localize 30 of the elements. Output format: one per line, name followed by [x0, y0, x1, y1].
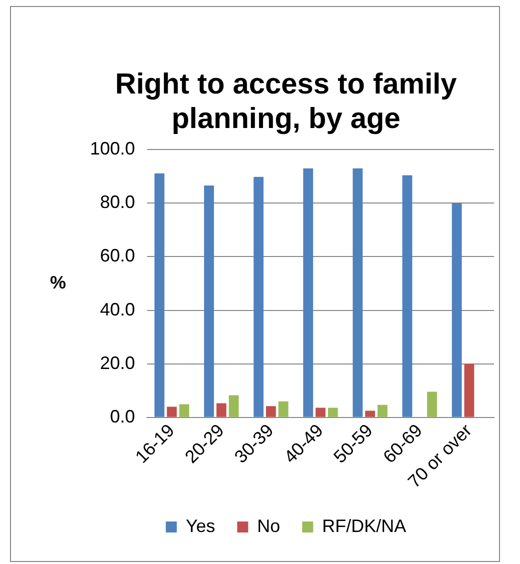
bar: [266, 406, 276, 417]
bar: [228, 395, 239, 417]
bar: [464, 364, 474, 417]
y-tick-label: 0.0: [110, 406, 136, 426]
bar: [316, 408, 326, 417]
bar: [204, 185, 214, 417]
bar: [216, 403, 226, 417]
bar: [352, 168, 363, 417]
y-tick-label: 60.0: [100, 246, 136, 266]
bar: [402, 175, 412, 417]
chart-title: Right to access to family planning, by age: [115, 68, 457, 136]
y-tick-label: 80.0: [100, 192, 136, 212]
bar: [278, 401, 288, 417]
legend-label: RF/DK/NA: [322, 516, 406, 536]
bar: [328, 408, 338, 417]
y-tick-label: 100.0: [90, 138, 136, 159]
bar: [427, 392, 437, 417]
bar: [254, 176, 264, 417]
bar: [154, 173, 164, 417]
bar: [179, 404, 190, 417]
bar: [303, 168, 314, 417]
bar: [452, 203, 462, 417]
y-tick-label: 20.0: [100, 352, 136, 373]
bar: [166, 406, 177, 417]
y-tick-label: 40.0: [100, 299, 136, 320]
legend-label: No: [257, 516, 280, 536]
bar: [365, 410, 376, 417]
y-axis-title: %: [50, 272, 66, 292]
legend-label: Yes: [186, 516, 216, 536]
bar: [378, 404, 388, 417]
